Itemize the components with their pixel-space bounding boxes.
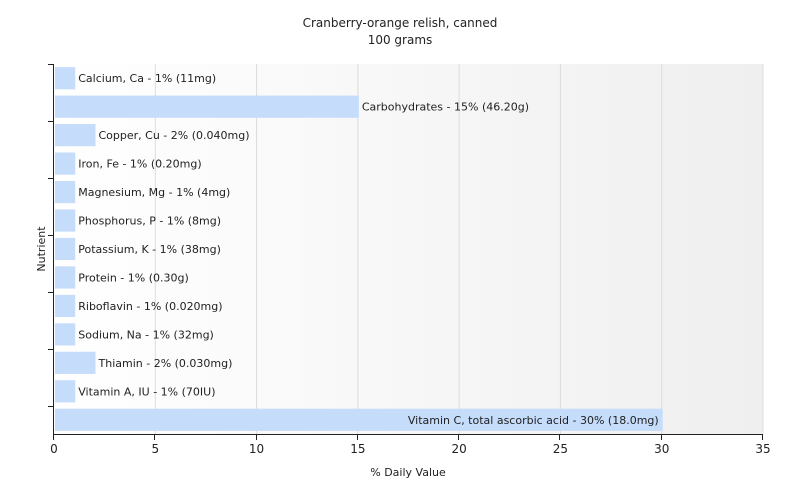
x-tick-label: 10 (249, 442, 264, 456)
bar-label: Copper, Cu - 2% (0.040mg) (99, 129, 250, 142)
chart-subtitle: 100 grams (368, 33, 433, 47)
bar (55, 323, 76, 346)
bar (55, 95, 359, 118)
bar (55, 152, 76, 175)
axes-group: 0 5 10 15 20 25 30 35 (48, 64, 771, 456)
grid-lines (154, 64, 764, 434)
x-tick-label: 30 (654, 442, 669, 456)
x-axis-label: % Daily Value (370, 466, 446, 479)
bars-group: Calcium, Ca - 1% (11mg) Carbohydrates - 1… (55, 67, 663, 431)
bar-label: Vitamin C, total ascorbic acid - 30% (18… (408, 414, 659, 427)
bar (55, 237, 76, 261)
x-tick-label: 0 (50, 442, 58, 456)
bar (55, 351, 96, 374)
bar-label: Riboflavin - 1% (0.020mg) (78, 300, 222, 313)
chart-title: Cranberry-orange relish, canned (303, 16, 498, 30)
bar (55, 294, 76, 318)
y-axis-label: Nutrient (35, 226, 48, 272)
plot-area (54, 64, 763, 434)
bar-label: Carbohydrates - 15% (46.20g) (362, 101, 529, 114)
bar-label: Iron, Fe - 1% (0.20mg) (78, 158, 201, 171)
x-tick-label: 20 (452, 442, 467, 456)
bar-label: Thiamin - 2% (0.030mg) (98, 357, 233, 370)
bar-label: Vitamin A, IU - 1% (70IU) (78, 385, 215, 398)
bar-label: Magnesium, Mg - 1% (4mg) (78, 186, 230, 199)
bar (55, 124, 96, 147)
x-tick-label: 35 (755, 442, 770, 456)
bar (55, 408, 663, 431)
bar (55, 180, 76, 204)
bar (55, 67, 76, 90)
bar-label: Potassium, K - 1% (38mg) (78, 243, 221, 256)
bar (55, 209, 76, 232)
x-tick-label: 5 (151, 442, 159, 456)
bar-label: Sodium, Na - 1% (32mg) (78, 328, 214, 341)
bar (55, 266, 76, 289)
x-tick-label: 15 (350, 442, 365, 456)
x-tick-label: 25 (553, 442, 568, 456)
bar-label: Calcium, Ca - 1% (11mg) (78, 72, 216, 85)
bar (55, 380, 76, 403)
bar-label: Phosphorus, P - 1% (8mg) (78, 215, 221, 228)
bar-label: Protein - 1% (0.30g) (78, 271, 189, 284)
